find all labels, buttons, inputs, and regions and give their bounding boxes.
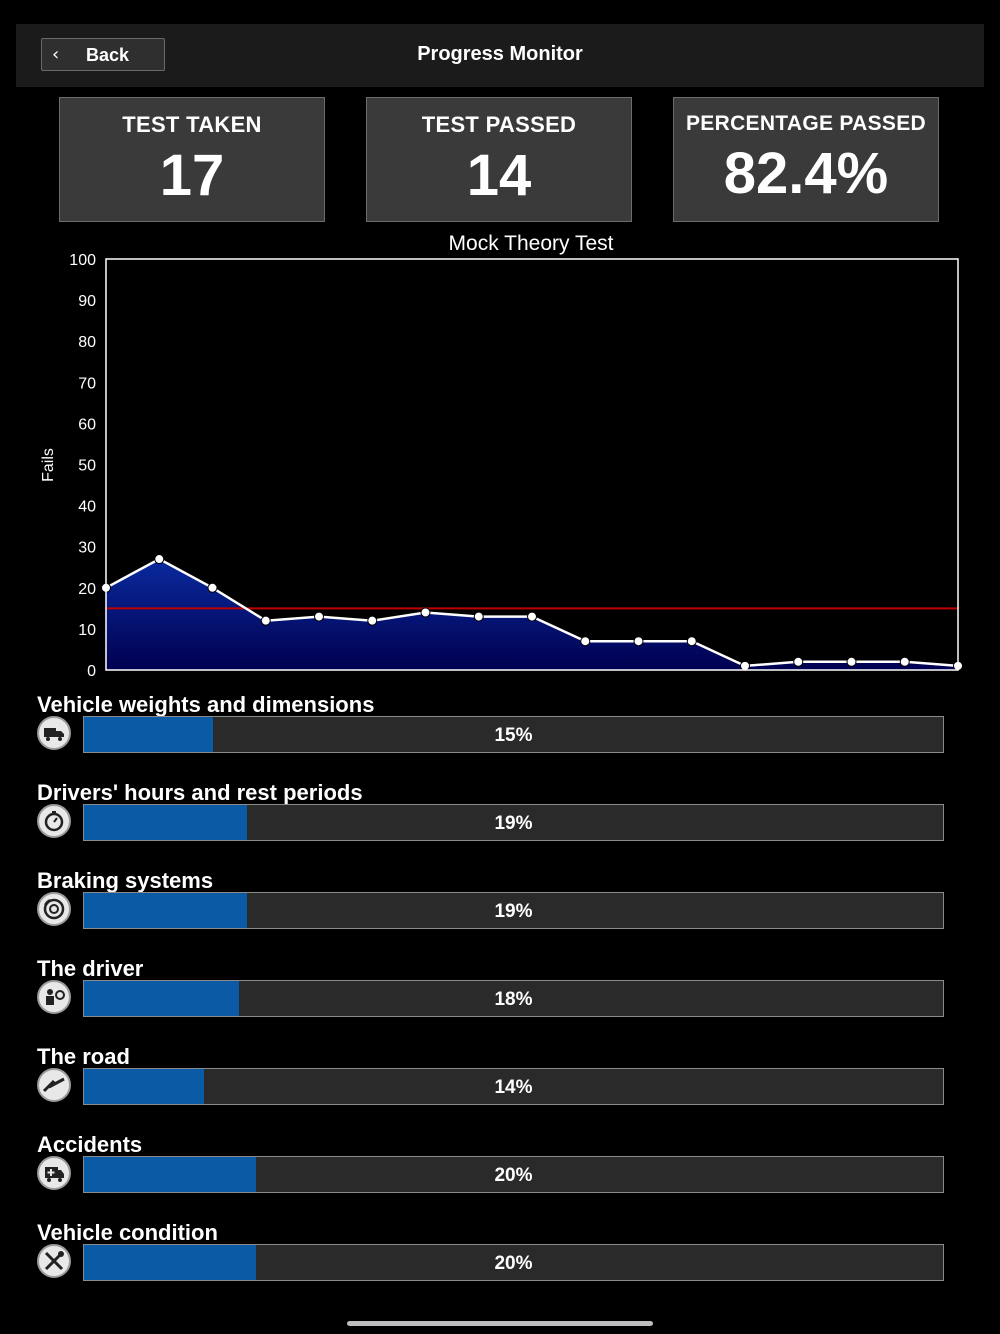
data-point: [367, 615, 378, 626]
data-point: [420, 607, 431, 618]
y-tick-label: 100: [69, 252, 96, 269]
stopwatch-icon: [37, 804, 71, 838]
category-title: Vehicle condition: [37, 1220, 218, 1245]
data-point: [314, 611, 324, 622]
y-tick-label: 30: [78, 540, 96, 557]
tools-icon: [37, 1244, 71, 1278]
progress-label: 18%: [494, 989, 533, 1010]
category-progress-bar: 19%: [83, 804, 944, 841]
stat-label: PERCENTAGE PASSED: [685, 112, 927, 135]
progress-label: 19%: [494, 813, 533, 834]
data-point: [580, 636, 591, 647]
data-point: [154, 554, 165, 565]
category-row[interactable]: The road 14%: [0, 1044, 1000, 1132]
progress-label: 15%: [494, 725, 533, 746]
y-tick-label: 80: [78, 334, 96, 351]
next-category-title-cut: [37, 1310, 237, 1314]
y-tick-label: 40: [78, 499, 96, 516]
data-point: [846, 656, 857, 667]
progress-fill: [84, 1069, 205, 1104]
back-button-label: Back: [86, 45, 130, 65]
series-area: [106, 559, 958, 670]
chevron-left-icon: ‹: [52, 44, 60, 65]
category-row[interactable]: The driver 18%: [0, 956, 1000, 1044]
stat-value: 14: [466, 143, 532, 208]
stat-label: TEST TAKEN: [122, 112, 262, 137]
home-indicator: [347, 1321, 653, 1326]
data-point: [899, 656, 910, 667]
category-progress-bar: 14%: [83, 1068, 944, 1105]
category-row[interactable]: Braking systems 19%: [0, 868, 1000, 956]
progress-fill: [84, 717, 213, 752]
y-tick-label: 0: [87, 663, 96, 680]
fails-chart: Mock Theory Test Fails 0 10 20 30 40 50 60 70 80…: [0, 228, 1000, 683]
data-point: [793, 656, 804, 667]
category-title: The road: [37, 1044, 130, 1069]
category-title: The driver: [37, 956, 144, 981]
category-progress-bar: 19%: [83, 892, 944, 929]
category-title: Accidents: [37, 1132, 143, 1157]
stat-percentage-passed: PERCENTAGE PASSED 82.4%: [673, 97, 939, 222]
progress-label: 14%: [494, 1077, 533, 1098]
stat-tests-taken: TEST TAKEN 17: [59, 97, 325, 222]
progress-fill: [84, 893, 248, 928]
category-progress-bar: 20%: [83, 1244, 944, 1281]
brake-disc-icon: [37, 892, 71, 926]
stat-value: 17: [159, 143, 225, 208]
navigation-bar: ‹ Back Progress Monitor: [16, 24, 984, 87]
category-title: Braking systems: [37, 868, 214, 893]
data-point: [740, 660, 750, 671]
y-tick-label: 50: [78, 458, 96, 475]
category-row[interactable]: Accidents 20%: [0, 1132, 1000, 1220]
progress-label: 20%: [494, 1253, 533, 1274]
page-title: Progress Monitor: [417, 43, 583, 65]
category-progress-bar: 15%: [83, 716, 944, 753]
category-progress-bar: 18%: [83, 980, 944, 1017]
progress-fill: [84, 981, 239, 1016]
category-row[interactable]: Vehicle condition 20%: [0, 1220, 1000, 1308]
progress-fill: [84, 1157, 256, 1192]
data-point: [260, 615, 271, 626]
progress-fill: [84, 1245, 256, 1280]
data-point: [207, 582, 218, 593]
y-tick-label: 90: [78, 293, 96, 310]
y-tick-label: 70: [78, 375, 96, 392]
chart-title: Mock Theory Test: [449, 232, 614, 255]
plot-frame: [105, 258, 959, 671]
driver-icon: [37, 980, 71, 1014]
y-axis-label: Fails: [40, 448, 57, 482]
ambulance-icon: [37, 1156, 71, 1190]
stat-tests-passed: TEST PASSED 14: [366, 97, 632, 222]
progress-label: 19%: [494, 901, 533, 922]
y-tick-label: 60: [78, 416, 96, 433]
category-progress-bar: 20%: [83, 1156, 944, 1193]
stat-value: 82.4%: [723, 141, 889, 206]
category-row[interactable]: Drivers' hours and rest periods 19%: [0, 780, 1000, 868]
category-title: Vehicle weights and dimensions: [37, 692, 375, 717]
chart-svg: Mock Theory Test Fails 0 10 20 30 40 50 60 70 80…: [40, 232, 963, 680]
data-point: [527, 611, 537, 622]
y-tick-label: 10: [78, 622, 96, 639]
category-row[interactable]: Vehicle weights and dimensions 15%: [0, 692, 1000, 780]
back-button[interactable]: ‹ Back: [41, 38, 165, 71]
progress-label: 20%: [494, 1165, 533, 1186]
data-point: [633, 636, 644, 647]
data-point: [686, 636, 697, 647]
category-title: Drivers' hours and rest periods: [37, 780, 363, 805]
y-tick-label: 20: [78, 581, 96, 598]
data-point: [473, 611, 484, 622]
stat-label: TEST PASSED: [421, 112, 577, 137]
truck-icon: [37, 716, 71, 750]
road-icon: [37, 1068, 71, 1102]
progress-fill: [84, 805, 248, 840]
